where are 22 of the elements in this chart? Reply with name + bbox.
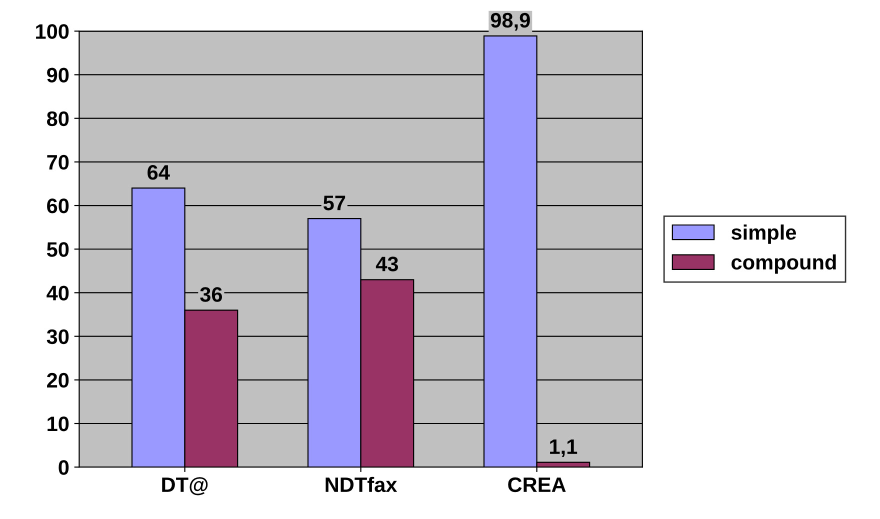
y-tick-label: 70 xyxy=(47,154,69,170)
y-tick-label: 100 xyxy=(36,24,69,39)
legend-label: compound xyxy=(732,254,836,274)
y-tick-label: 40 xyxy=(46,286,69,300)
legend-label: simple xyxy=(731,224,796,244)
y-tick-label: 0 xyxy=(58,460,69,475)
y-tick-label: 80 xyxy=(46,111,69,126)
y-tick-label: 20 xyxy=(47,372,69,388)
y-tick-label: 60 xyxy=(47,198,69,214)
y-tick-label: 30 xyxy=(46,329,69,344)
data-label: 98,9 xyxy=(490,12,530,31)
y-tick-label: 90 xyxy=(47,68,69,82)
data-label: 64 xyxy=(148,165,170,180)
y-tick-label: 50 xyxy=(46,242,69,257)
data-label: 43 xyxy=(376,256,398,272)
data-label: 57 xyxy=(323,196,346,210)
x-tick-label: NDTfax xyxy=(326,476,398,492)
data-label: 1,1 xyxy=(550,439,578,458)
x-tick-label: CREA xyxy=(508,477,566,492)
y-tick-label: 10 xyxy=(48,416,69,432)
data-label: 36 xyxy=(200,287,222,302)
x-tick-label: DT@ xyxy=(162,477,208,496)
